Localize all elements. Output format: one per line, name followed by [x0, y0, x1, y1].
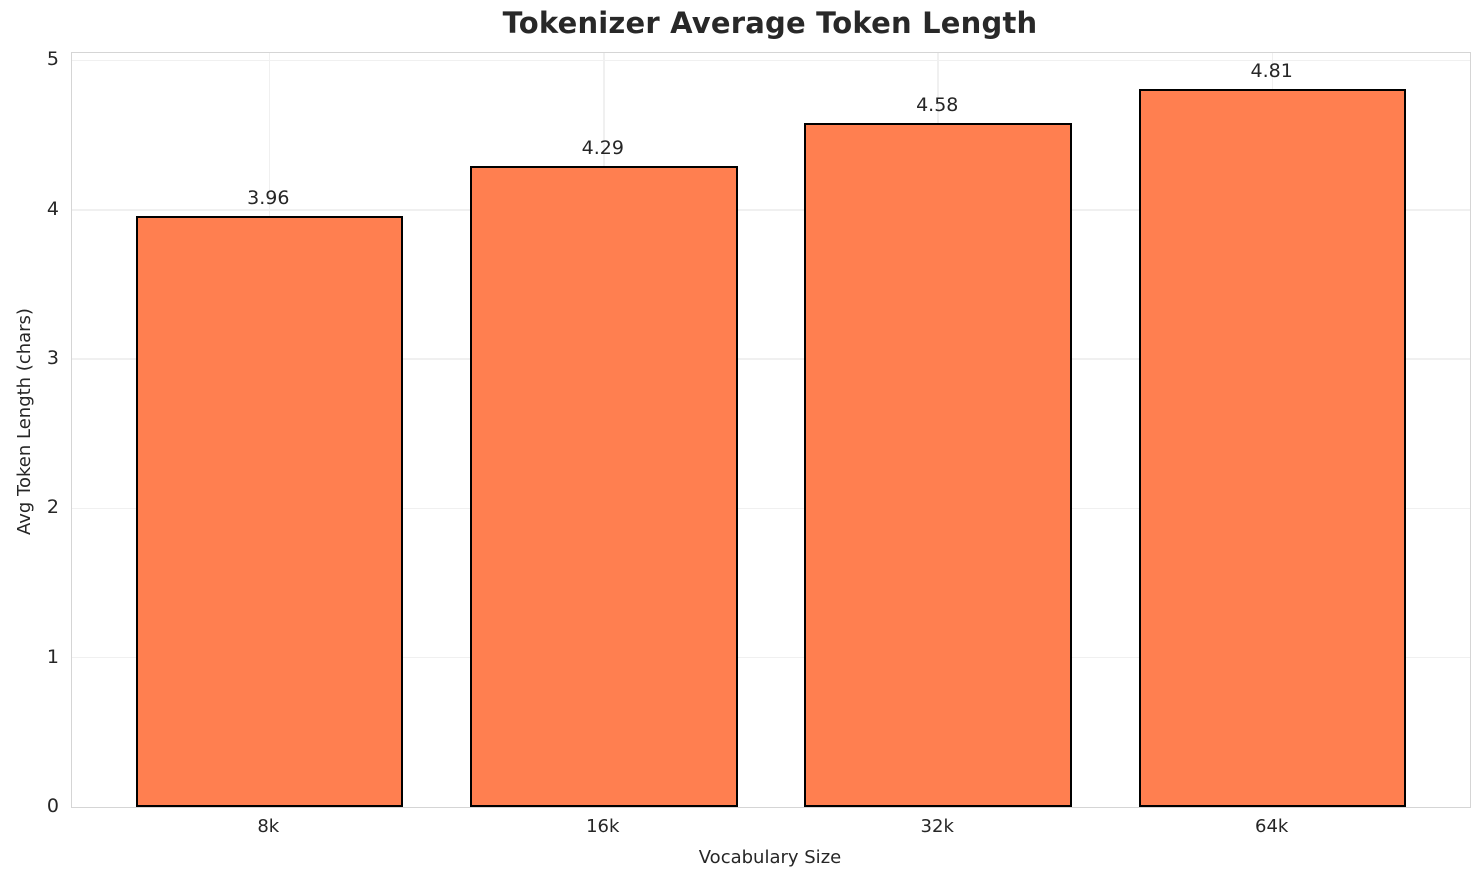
y-tick-label: 4	[46, 197, 59, 220]
bar-32k	[804, 123, 1072, 807]
x-tick-label: 32k	[920, 816, 954, 837]
y-tick-label: 5	[46, 48, 59, 71]
y-tick-label: 3	[46, 347, 59, 370]
gridline-horizontal	[72, 656, 1470, 659]
plot-area	[71, 52, 1471, 808]
bar-16k	[469, 166, 738, 807]
y-tick-label: 1	[46, 645, 59, 668]
x-axis-label: Vocabulary Size	[698, 847, 842, 868]
bar-value-label: 4.58	[916, 94, 959, 117]
y-axis-label: Avg Token Length (chars)	[14, 308, 35, 535]
x-tick-label: 64k	[1255, 816, 1289, 837]
x-tick-label: 16k	[586, 816, 620, 837]
gridline-horizontal	[72, 358, 1470, 360]
gridline-horizontal	[72, 209, 1470, 211]
gridline-horizontal	[72, 507, 1470, 510]
bar-8k	[135, 215, 404, 807]
bar-value-label: 4.81	[1250, 59, 1293, 82]
y-tick-label: 0	[46, 795, 59, 817]
bar-value-label: 3.96	[247, 186, 290, 209]
bar-64k	[1138, 88, 1407, 807]
chart-title: Tokenizer Average Token Length	[502, 6, 1038, 40]
gridline-horizontal	[72, 59, 1470, 62]
bar-value-label: 4.29	[581, 137, 624, 160]
y-tick-label: 2	[46, 496, 59, 519]
x-tick-label: 8k	[257, 816, 280, 837]
